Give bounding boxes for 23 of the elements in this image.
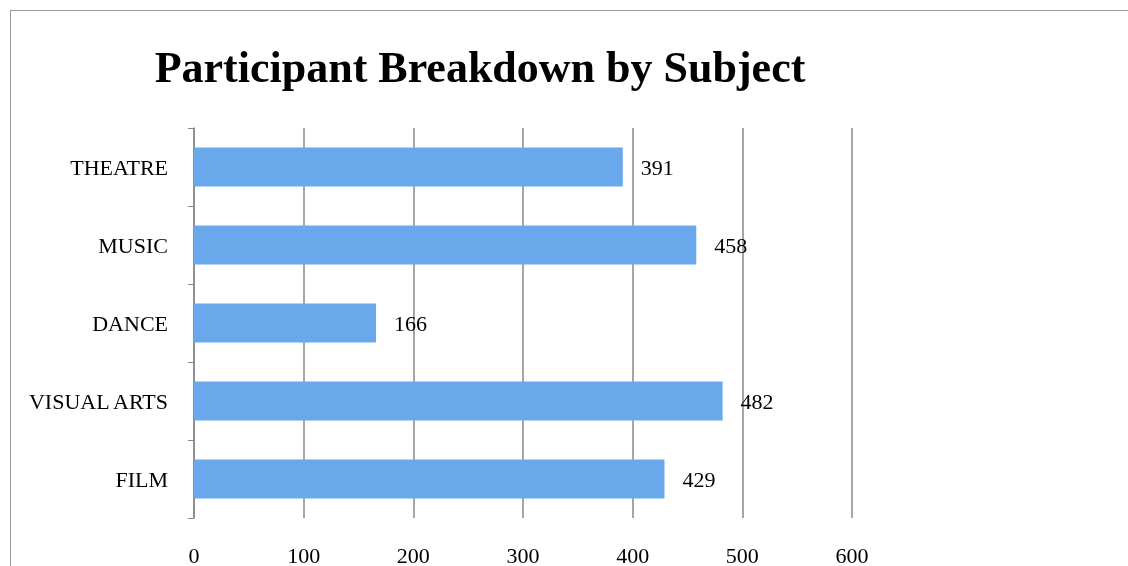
bar: [194, 381, 723, 421]
y-tick-label: VISUAL ARTS: [28, 388, 168, 414]
bar: [194, 225, 697, 265]
y-tick-label: MUSIC: [98, 232, 168, 258]
x-tick-label: 200: [396, 542, 430, 566]
data-label: 391: [640, 154, 674, 180]
data-label: 429: [682, 466, 716, 492]
x-tick-label: 100: [287, 542, 321, 566]
x-tick-label: 400: [616, 542, 650, 566]
y-tick-label: THEATRE: [70, 154, 168, 180]
bar: [194, 147, 623, 187]
x-tick-label: 300: [506, 542, 540, 566]
data-label: 458: [714, 232, 748, 258]
y-tick-label: DANCE: [92, 310, 168, 336]
x-tick-label: 600: [835, 542, 869, 566]
bar: [194, 459, 665, 499]
data-label: 166: [394, 310, 428, 336]
data-label: 482: [740, 388, 774, 414]
chart-title: Participant Breakdown by Subject: [154, 42, 806, 92]
x-tick-label: 0: [188, 542, 200, 566]
bar: [194, 303, 377, 343]
x-tick-label: 500: [725, 542, 759, 566]
y-tick-label: FILM: [115, 466, 168, 492]
